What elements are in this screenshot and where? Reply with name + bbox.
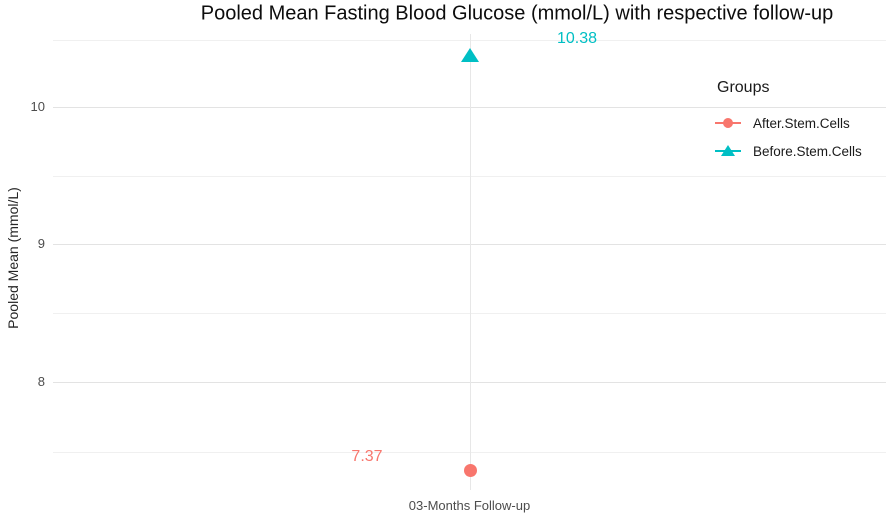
legend-item-label: Before.Stem.Cells bbox=[753, 143, 862, 159]
x-tick-label: 03-Months Follow-up bbox=[408, 498, 531, 513]
data-point-after-stem-cells bbox=[464, 464, 477, 477]
gridline-minor-10-5 bbox=[53, 40, 886, 41]
legend-item-before-stem-cells: Before.Stem.Cells bbox=[710, 137, 886, 165]
y-tick-label-8: 8 bbox=[37, 374, 45, 389]
y-tick-label-10: 10 bbox=[30, 99, 45, 114]
data-label-after-stem-cells: 7.37 bbox=[351, 448, 383, 465]
legend-items: After.Stem.Cells Before.Stem.Cells bbox=[710, 109, 886, 165]
legend-key-triangle-icon bbox=[710, 141, 746, 161]
plot-panel: 10.38 7.37 Groups After.Stem.Cells bbox=[53, 30, 886, 490]
gridline-major-9 bbox=[53, 244, 886, 245]
legend-key-circle-icon bbox=[710, 113, 746, 133]
gridline-major-8 bbox=[53, 382, 886, 383]
data-point-before-stem-cells bbox=[461, 48, 479, 62]
legend-item-label: After.Stem.Cells bbox=[753, 115, 850, 131]
gridline-minor-7-5 bbox=[53, 452, 886, 453]
legend: Groups After.Stem.Cells Before.Stem.Cell… bbox=[710, 79, 886, 165]
gridline-minor-9-5 bbox=[53, 176, 886, 177]
y-tick-label-9: 9 bbox=[37, 236, 45, 251]
gridline-vertical-category bbox=[470, 34, 471, 490]
y-axis-title: Pooled Mean (mmol/L) bbox=[5, 187, 21, 329]
legend-title: Groups bbox=[717, 79, 770, 96]
gridline-minor-8-5 bbox=[53, 313, 886, 314]
gridline-major-10 bbox=[53, 107, 886, 108]
legend-item-after-stem-cells: After.Stem.Cells bbox=[710, 109, 886, 137]
data-label-before-stem-cells: 10.38 bbox=[556, 30, 598, 47]
chart-title: Pooled Mean Fasting Blood Glucose (mmol/… bbox=[200, 2, 834, 25]
